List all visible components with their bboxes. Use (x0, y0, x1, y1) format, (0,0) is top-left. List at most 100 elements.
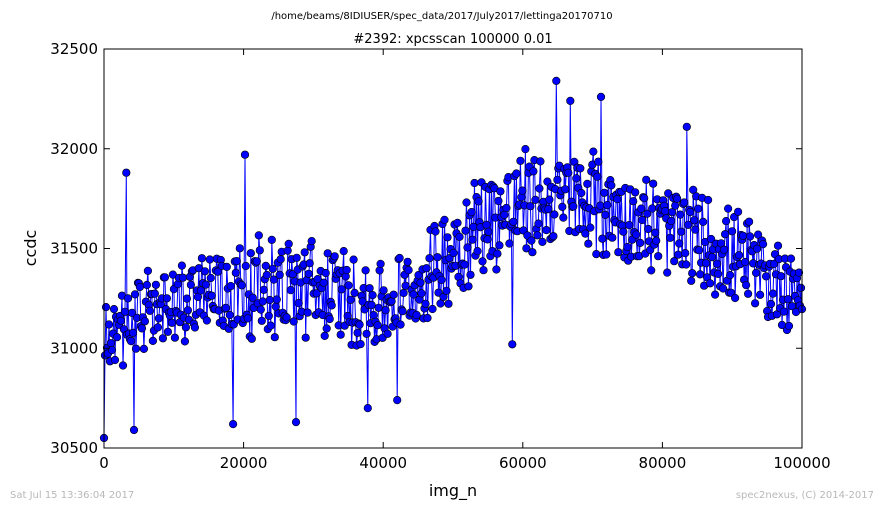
data-point (395, 253, 404, 263)
data-point (644, 224, 653, 234)
data-point (652, 236, 661, 245)
data-point (676, 210, 685, 219)
data-point (425, 254, 434, 263)
chart-suptitle: /home/beams/8IDIUSER/spec_data/2017/July… (271, 11, 612, 22)
data-point (143, 266, 152, 276)
data-point (107, 345, 117, 355)
data-point (710, 290, 720, 299)
data-point (158, 334, 167, 343)
data-point (104, 320, 114, 329)
data-point (118, 361, 128, 370)
data-point (130, 290, 140, 299)
data-point (603, 201, 612, 210)
data-point (614, 248, 623, 257)
data-point (232, 257, 241, 266)
data-point (667, 216, 676, 226)
data-point (783, 295, 793, 304)
data-point (355, 320, 364, 329)
data-point (751, 268, 761, 278)
data-point (589, 147, 598, 156)
data-point (213, 267, 222, 276)
data-point (693, 204, 703, 213)
data-point (142, 280, 151, 290)
data-point (721, 217, 731, 226)
data-point (145, 306, 154, 315)
data-point (389, 290, 398, 299)
data-point (718, 284, 728, 293)
data-point (598, 234, 607, 243)
data-point (140, 317, 149, 326)
data-point (379, 286, 388, 295)
data-point (186, 280, 195, 289)
data-point (120, 307, 130, 316)
data-point (323, 249, 332, 258)
data-point (661, 207, 670, 216)
data-point (127, 308, 137, 318)
data-point (576, 164, 585, 173)
data-point (776, 272, 786, 281)
data-point (730, 293, 740, 303)
data-point (654, 252, 663, 261)
data-point (139, 344, 148, 354)
data-point (235, 244, 244, 253)
data-point (680, 198, 689, 207)
data-point (464, 282, 473, 291)
data-point (466, 270, 475, 279)
data-point (602, 250, 611, 259)
data-point (401, 281, 410, 290)
data-point (463, 243, 472, 252)
data-point (436, 299, 445, 308)
data-point (231, 268, 240, 277)
data-point (531, 195, 540, 204)
data-point (337, 285, 346, 294)
data-point (664, 189, 673, 198)
data-point (761, 272, 771, 281)
data-point (518, 186, 527, 195)
data-point (549, 232, 558, 241)
data-point (154, 314, 163, 323)
data-point (150, 289, 159, 298)
data-point (305, 259, 314, 268)
data-point (444, 299, 453, 308)
data-point (101, 303, 111, 312)
data-point (330, 252, 339, 261)
data-point (625, 221, 634, 230)
data-point (399, 288, 408, 298)
data-point (393, 396, 402, 405)
data-point (521, 145, 530, 154)
data-point (271, 302, 280, 311)
x-axis-label: img_n (429, 481, 477, 501)
data-point (284, 239, 293, 248)
data-point (423, 313, 432, 323)
data-point (564, 168, 573, 177)
data-point (255, 246, 264, 255)
x-tick-label: 80000 (639, 454, 687, 472)
data-point (470, 178, 479, 188)
data-point (701, 259, 711, 268)
data-point (181, 323, 190, 332)
data-point (745, 232, 755, 241)
y-tick-label: 32000 (50, 140, 98, 158)
data-point (773, 241, 783, 250)
data-point (462, 198, 471, 207)
data-point (492, 265, 501, 274)
data-point (247, 334, 256, 343)
data-point (675, 239, 684, 248)
x-tick-label: 40000 (359, 454, 407, 472)
data-point (705, 279, 715, 288)
data-point (129, 425, 139, 435)
data-point (671, 201, 680, 210)
data-point (300, 248, 309, 257)
data-point (493, 249, 502, 258)
data-point (552, 76, 561, 85)
data-point (483, 235, 492, 244)
data-point (703, 195, 713, 205)
data-point (374, 303, 383, 312)
data-point (383, 329, 392, 338)
data-point (619, 227, 628, 236)
data-point (581, 229, 590, 238)
data-point (640, 194, 649, 203)
data-point (422, 264, 431, 273)
data-point (453, 218, 462, 227)
data-point (261, 261, 270, 271)
